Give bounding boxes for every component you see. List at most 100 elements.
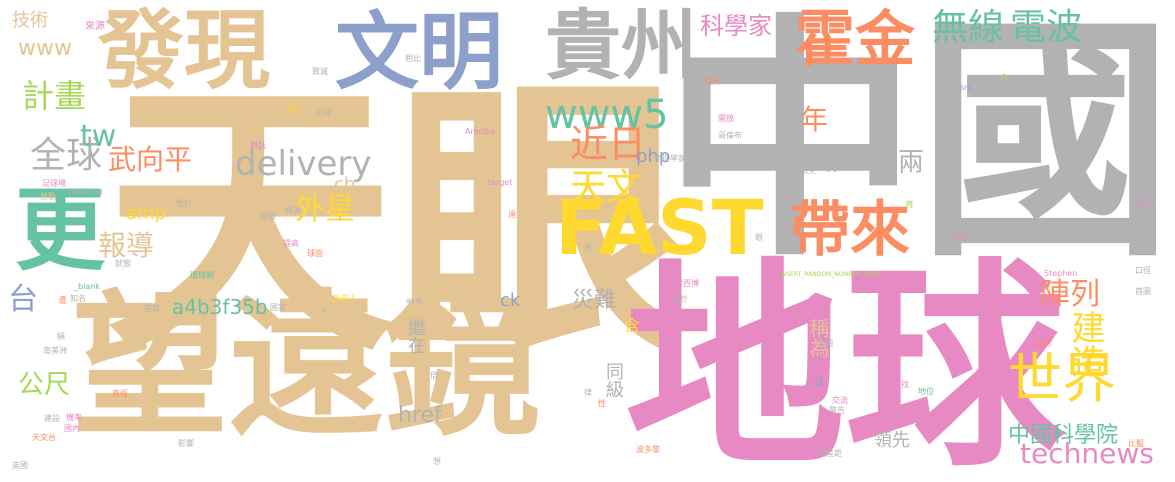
cloud-word: 國家 bbox=[270, 303, 286, 312]
cloud-word: 無線 bbox=[932, 7, 1005, 48]
cloud-word: 球面 bbox=[307, 249, 323, 258]
cloud-word: 影響 bbox=[178, 439, 194, 448]
cloud-word: 尋找 bbox=[893, 380, 909, 389]
cloud-word: 中國 bbox=[663, 0, 1173, 291]
cloud-word: 來源 bbox=[85, 21, 105, 32]
cloud-word: 地球 bbox=[625, 240, 1066, 482]
cloud-word: 霍金 bbox=[795, 5, 915, 75]
cloud-word: delivery bbox=[235, 144, 372, 184]
cloud-word: 官媒 bbox=[144, 304, 160, 313]
cloud-word: target bbox=[488, 178, 513, 187]
cloud-word: 遭 bbox=[58, 296, 67, 304]
cloud-word: 全球 bbox=[30, 135, 103, 176]
cloud-word: 探索 bbox=[952, 232, 968, 241]
cloud-word: 領先 bbox=[874, 430, 910, 451]
cloud-word: 將 bbox=[905, 200, 914, 208]
cloud-word: Arecibo bbox=[465, 127, 496, 136]
cloud-word: 開放 bbox=[718, 114, 734, 123]
cloud-word: 達 bbox=[508, 210, 516, 219]
cloud-word: 科學家 bbox=[700, 12, 772, 40]
cloud-word: 台 bbox=[8, 282, 38, 317]
cloud-word: 頂尖 bbox=[800, 166, 816, 175]
cloud-word: 外星人 bbox=[333, 294, 357, 303]
cloud-word: 波多黎 bbox=[636, 445, 660, 454]
cloud-word: 英才 bbox=[1037, 339, 1053, 348]
cloud-word: 口徑 bbox=[1135, 266, 1151, 275]
cloud-word: 近日 bbox=[570, 122, 647, 166]
cloud-word: 眼 bbox=[755, 233, 763, 242]
cloud-word: 已故 bbox=[987, 227, 1003, 236]
cloud-word: 低於 bbox=[176, 199, 192, 208]
cloud-word: technews bbox=[1020, 437, 1154, 470]
cloud-word: 地位 bbox=[918, 387, 934, 396]
cloud-word: 計畫 bbox=[22, 77, 87, 115]
cloud-word: www5 bbox=[545, 92, 669, 138]
cloud-word: 知名 bbox=[70, 294, 86, 303]
cloud-word: 致滅 bbox=[312, 67, 328, 76]
cloud-word: ayw bbox=[406, 296, 423, 305]
cloud-word: href bbox=[398, 403, 442, 428]
cloud-word: 同級 bbox=[603, 362, 624, 398]
cloud-word: amp bbox=[126, 203, 166, 224]
cloud-word: 啟動 bbox=[40, 192, 56, 201]
cloud-word: 繼在 bbox=[405, 318, 426, 354]
cloud-word: 少年 bbox=[316, 109, 332, 118]
cloud-word: 陣列 bbox=[1040, 277, 1100, 312]
cloud-word: 兩 bbox=[898, 148, 925, 178]
cloud-word: 約 bbox=[585, 243, 593, 252]
cloud-word: 武向平 bbox=[108, 143, 193, 176]
cloud-word: img bbox=[984, 329, 1000, 338]
cloud-word: 全 bbox=[1000, 73, 1008, 82]
cloud-word: 足球場 bbox=[42, 179, 66, 188]
cloud-word: 公尺 bbox=[18, 370, 71, 400]
cloud-word: 哥倫布 bbox=[718, 131, 742, 140]
cloud-word: 世界 bbox=[1008, 347, 1116, 410]
cloud-word: 南美洲 bbox=[43, 346, 67, 355]
cloud-word: 物理學家 bbox=[654, 154, 686, 163]
cloud-word: 比擬 bbox=[1128, 439, 1144, 448]
cloud-word: 對話 bbox=[250, 141, 266, 150]
cloud-word: 建設 bbox=[44, 414, 60, 423]
cloud-word: 含 bbox=[624, 316, 641, 335]
cloud-word: 稱 bbox=[57, 332, 65, 341]
cloud-word: 電波 bbox=[1010, 7, 1083, 48]
cloud-word: 環球網 bbox=[190, 271, 214, 280]
cloud-word: 天眼 bbox=[105, 54, 685, 391]
cloud-word: 資源 bbox=[285, 206, 301, 215]
cloud-word: 律 bbox=[584, 388, 592, 397]
cloud-word: 想 bbox=[433, 457, 441, 466]
cloud-word: 中國科學院 bbox=[1008, 423, 1119, 448]
cloud-word: 倍 bbox=[430, 371, 438, 380]
cloud-word: n bbox=[826, 156, 838, 177]
cloud-word: INSERT_RANDOM_NUMBER_HERE bbox=[780, 271, 880, 278]
cloud-word: 野心 bbox=[1138, 199, 1154, 208]
cloud-word: 技術 bbox=[12, 10, 48, 31]
cloud-word: 文明 bbox=[335, 3, 504, 101]
cloud-word: 機率 bbox=[66, 413, 82, 422]
cloud-word: 面積 bbox=[260, 212, 276, 221]
cloud-word: a4b3f35b bbox=[172, 295, 268, 319]
cloud-word: p bbox=[322, 305, 328, 314]
cloud-word: 警告 bbox=[829, 406, 845, 415]
cloud-word: 外星 bbox=[295, 192, 355, 227]
cloud-word: 提高 bbox=[283, 239, 299, 248]
cloud-word: 年 bbox=[800, 103, 829, 136]
cloud-word: 國內 bbox=[64, 424, 80, 433]
cloud-word: 狀態 bbox=[115, 259, 131, 268]
cloud-word: 首圖 bbox=[1135, 287, 1151, 296]
cloud-word: 公開 bbox=[817, 339, 833, 348]
cloud-word: 貴州 bbox=[545, 1, 697, 90]
cloud-word: 天文 bbox=[570, 167, 643, 208]
cloud-word: 相比 bbox=[405, 54, 421, 63]
cloud-word: 天文台 bbox=[32, 433, 56, 442]
cloud-word: 直徑 bbox=[112, 389, 128, 398]
cloud-word: 相差距 bbox=[818, 449, 842, 458]
cloud-word: 性 bbox=[598, 399, 606, 408]
cloud-word: Stephen bbox=[1044, 269, 1078, 278]
cloud-word: 發現 bbox=[98, 1, 270, 101]
cloud-word: www bbox=[18, 36, 72, 61]
cloud-word: src bbox=[960, 83, 972, 92]
cloud-word: 災難 bbox=[572, 288, 617, 313]
cloud-word: _blank bbox=[74, 282, 100, 291]
